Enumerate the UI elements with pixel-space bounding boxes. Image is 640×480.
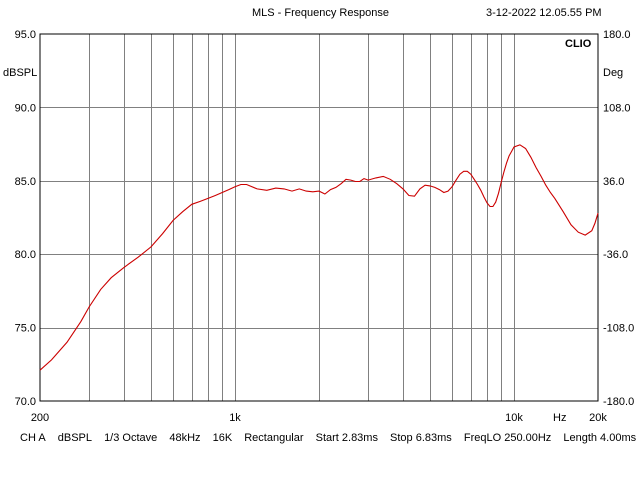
measurement-info-bar: CH A dBSPL 1/3 Octave 48kHz 16K Rectangu… (20, 432, 636, 444)
x-tick-label: 10k (505, 412, 523, 424)
plot-frame (39, 33, 599, 402)
y2-tick-label: -180.0 (603, 396, 634, 408)
y2-tick-label: 180.0 (603, 29, 631, 41)
y2-tick-label: 36.0 (603, 176, 624, 188)
sample-rate-label: 48kHz (169, 432, 201, 444)
start-label: Start 2.83ms (315, 432, 378, 444)
grid-lines (40, 34, 598, 401)
tick-labels: 95.0 90.0 85.0 80.0 75.0 70.0 180.0 108.0 36.0 -3… (15, 29, 635, 424)
chart-title: MLS - Frequency Response (252, 7, 389, 19)
timestamp: 3-12-2022 12.05.55 PM (486, 7, 602, 19)
y2-tick-label: 108.0 (603, 102, 631, 114)
x-tick-label: 1k (229, 412, 241, 424)
brand-logo: CLIO (565, 38, 592, 50)
x-tick-label: 20k (589, 412, 607, 424)
stop-label: Stop 6.83ms (390, 432, 452, 444)
y2-tick-label: -36.0 (603, 249, 628, 261)
response-trace (39, 144, 599, 371)
size-label: 16K (212, 432, 233, 444)
y2-axis-label: Deg (603, 67, 624, 79)
x-unit-label: Hz (553, 412, 567, 424)
y-tick-label: 75.0 (15, 323, 36, 335)
channel-label: CH A (20, 432, 46, 444)
y-tick-label: 95.0 (15, 29, 36, 41)
y-tick-label: 90.0 (15, 102, 36, 114)
smoothing-label: 1/3 Octave (104, 432, 158, 444)
length-label: Length 4.00ms (563, 432, 637, 444)
y2-tick-label: -108.0 (603, 323, 634, 335)
y-tick-label: 70.0 (15, 396, 36, 408)
y-axis-label: dBSPL (3, 67, 38, 79)
y-tick-label: 85.0 (15, 176, 36, 188)
freqlo-label: FreqLO 250.00Hz (463, 432, 552, 444)
unit-label: dBSPL (57, 432, 92, 444)
window-label: Rectangular (244, 432, 304, 444)
y-tick-label: 80.0 (15, 249, 36, 261)
x-tick-label: 200 (31, 412, 49, 424)
